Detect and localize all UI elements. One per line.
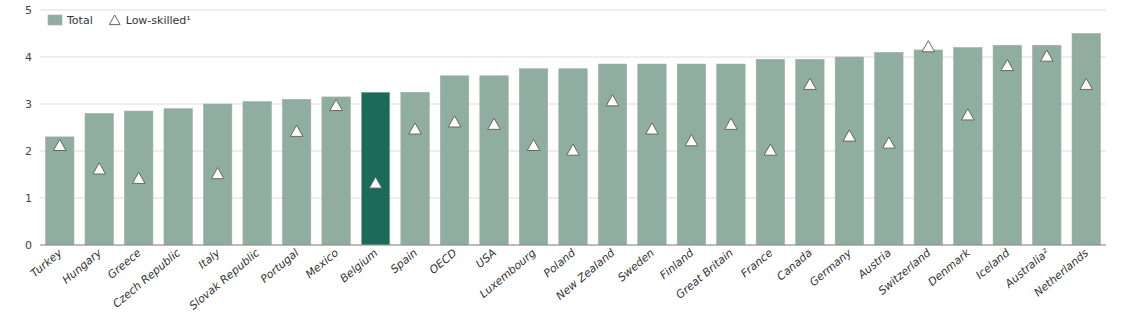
bar [638, 64, 666, 245]
triangle-marker [883, 137, 896, 148]
x-tick-label: New Zealand [554, 246, 619, 303]
legend-label: Low-skilled¹ [126, 14, 191, 27]
bar [361, 92, 389, 245]
y-tick-label: 4 [25, 51, 32, 64]
x-tick-label: Netherlands [1031, 246, 1091, 299]
x-tick-label: Poland [541, 246, 579, 280]
bar [1033, 45, 1061, 245]
bar [914, 50, 942, 245]
legend-label: Total [66, 14, 93, 27]
bar [124, 111, 152, 245]
bar [677, 64, 705, 245]
bar [519, 69, 547, 245]
triangle-marker [1001, 59, 1014, 70]
x-tick-label: Germany [807, 246, 855, 289]
triangle-marker [1040, 50, 1053, 61]
bar [164, 109, 192, 245]
triangle-marker [132, 172, 145, 183]
y-tick-label: 1 [25, 192, 32, 205]
triangle-marker [725, 118, 738, 129]
bar [85, 113, 113, 245]
x-axis: TurkeyHungaryGreeceCzech RepublicItalySl… [28, 245, 1106, 312]
x-tick-label: Czech Republic [110, 246, 183, 310]
triangle-marker [369, 177, 382, 188]
y-tick-label: 0 [25, 239, 32, 252]
bar [796, 59, 824, 245]
bar [243, 102, 271, 245]
x-tick-label: France [738, 246, 775, 280]
y-tick-label: 3 [25, 98, 32, 111]
bar [440, 76, 468, 245]
triangle-marker [1080, 78, 1093, 89]
legend-swatch [48, 15, 62, 25]
bar [1072, 34, 1100, 246]
x-tick-label: Belgium [338, 246, 381, 285]
bar [954, 48, 982, 245]
bar [598, 64, 626, 245]
x-tick-label: OECD [427, 246, 460, 276]
triangle-marker [962, 109, 975, 120]
x-tick-label: Turkey [28, 246, 65, 280]
x-tick-label: Denmark [926, 246, 974, 289]
triangle-marker [922, 41, 935, 52]
x-tick-label: Sweden [615, 246, 657, 284]
bar [203, 104, 231, 245]
x-tick-label: Switzerland [876, 246, 934, 298]
x-tick-label: USA [473, 246, 499, 270]
x-tick-label: Great Britain [673, 246, 735, 301]
bar [282, 99, 310, 245]
legend-swatch [109, 15, 120, 25]
triangle-marker [409, 123, 422, 134]
triangle-marker [646, 123, 659, 134]
x-tick-label: Portugal [258, 246, 302, 285]
grid-line [40, 57, 1106, 58]
bar [322, 97, 350, 245]
legend: Total Low-skilled¹ [48, 14, 191, 27]
grid-line [40, 245, 1106, 246]
triangle-marker [290, 125, 303, 136]
x-tick-label: Luxembourg [477, 246, 538, 301]
triangle-marker [93, 163, 106, 174]
triangle-marker [211, 168, 224, 179]
grid [40, 10, 1106, 245]
triangle-marker [764, 144, 777, 155]
bar [46, 137, 74, 245]
triangle-marker [843, 130, 856, 141]
triangle-marker [53, 139, 66, 150]
marks [46, 34, 1101, 246]
bar [480, 76, 508, 245]
grid-line [40, 10, 1106, 11]
x-tick-label: Italy [196, 246, 223, 272]
x-tick-label: Slovak Republic [187, 246, 262, 312]
y-tick-label: 5 [25, 4, 32, 17]
x-tick-label: Hungary [60, 246, 105, 286]
triangle-marker [804, 78, 817, 89]
triangle-marker [330, 99, 343, 110]
triangle-marker [567, 144, 580, 155]
bar [559, 69, 587, 245]
x-tick-label: Spain [388, 246, 420, 276]
y-axis: 0 1 2 3 4 5 [25, 4, 32, 252]
bar [756, 59, 784, 245]
x-axis-line [40, 245, 1106, 246]
chart: 012345TurkeyHungaryGreeceCzech RepublicI… [0, 0, 1121, 333]
x-tick-label: Mexico [303, 246, 341, 281]
triangle-marker [488, 118, 501, 129]
triangle-marker [448, 116, 461, 127]
bar [835, 57, 863, 245]
bar [717, 64, 745, 245]
bar [875, 52, 903, 245]
triangle-marker [606, 95, 619, 106]
bar [401, 92, 429, 245]
y-tick-label: 2 [25, 145, 32, 158]
triangle-marker [685, 135, 698, 146]
triangle-marker [527, 139, 540, 150]
bar [993, 45, 1021, 245]
